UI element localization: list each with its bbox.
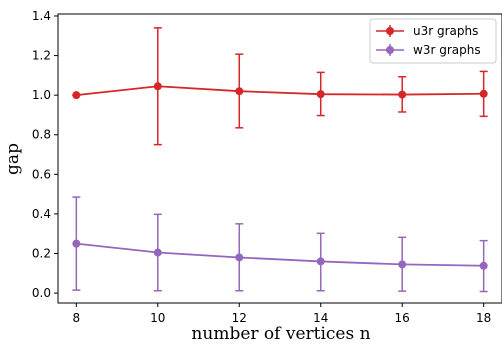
x-tick-label: 12 [232,311,247,325]
y-tick-label: 0.0 [32,286,51,300]
x-tick-label: 8 [73,311,81,325]
data-point [398,90,407,99]
data-point [72,239,81,248]
x-tick-label: 14 [313,311,328,325]
legend-box [369,18,497,64]
legend-label-w3r: w3r graphs [413,43,481,57]
y-tick-label: 0.2 [32,247,51,261]
x-tick-label: 16 [395,311,410,325]
series-0 [72,27,488,146]
y-axis-ticks: 0.0 0.2 0.4 0.6 0.8 1.0 1.2 1.4 [32,9,58,300]
y-tick-label: 1.4 [32,9,51,23]
data-point [153,248,162,257]
x-tick-label: 10 [150,311,165,325]
data-point [479,261,488,270]
data-point [479,89,488,98]
series-1 [72,196,488,293]
data-point [153,82,162,91]
data-point [398,260,407,269]
data-point [235,87,244,96]
data-point [316,90,325,99]
x-tick-label: 18 [476,311,491,325]
data-point [235,253,244,262]
series-line [76,242,484,267]
plot-frame [57,13,502,304]
series-line [76,85,484,97]
legend-marker-u3r [386,27,394,35]
legend: u3r graphs w3r graphs [369,18,497,64]
data-point [72,91,81,100]
y-tick-label: 0.4 [32,207,51,221]
y-tick-label: 0.6 [32,167,51,181]
legend-label-u3r: u3r graphs [413,24,478,38]
x-axis-label: number of vertices n [191,324,370,344]
legend-entry-w3r: w3r graphs [376,43,481,57]
data-point [316,257,325,266]
legend-entry-u3r: u3r graphs [376,24,478,38]
y-axis-label: gap [3,143,23,175]
y-tick-label: 1.2 [32,49,51,63]
series-layer [72,27,488,293]
y-tick-label: 0.8 [32,128,51,142]
legend-marker-w3r [386,46,394,54]
x-axis-ticks: 8 10 12 14 16 18 [73,303,491,325]
y-tick-label: 1.0 [32,88,51,102]
